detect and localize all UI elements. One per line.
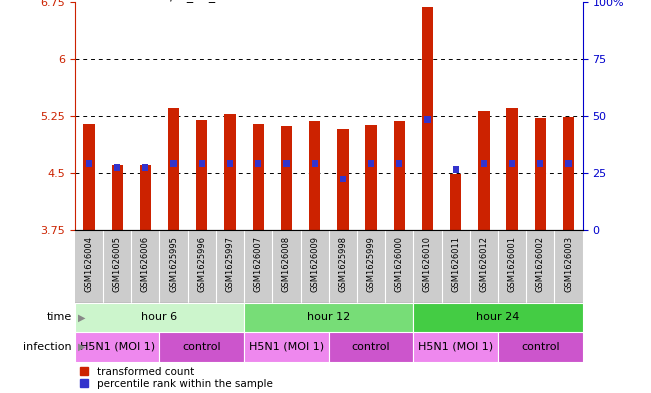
- Bar: [441, 230, 470, 303]
- Text: ▶: ▶: [78, 342, 86, 352]
- Bar: [385, 230, 413, 303]
- Bar: [498, 332, 583, 362]
- Bar: [413, 230, 441, 303]
- Bar: [301, 230, 329, 303]
- Text: GSM1626005: GSM1626005: [113, 236, 122, 292]
- Bar: [534, 118, 546, 230]
- Bar: [159, 230, 187, 303]
- Text: GSM1626002: GSM1626002: [536, 236, 545, 292]
- Bar: [111, 165, 123, 230]
- Bar: [283, 160, 290, 167]
- Bar: [253, 123, 264, 230]
- Bar: [396, 160, 402, 167]
- Bar: [244, 230, 272, 303]
- Bar: [537, 160, 544, 167]
- Bar: [478, 110, 490, 230]
- Text: GSM1626009: GSM1626009: [310, 236, 319, 292]
- Bar: [450, 174, 462, 230]
- Text: GSM1626006: GSM1626006: [141, 236, 150, 292]
- Bar: [227, 160, 233, 167]
- Text: GSM1626000: GSM1626000: [395, 236, 404, 292]
- Text: GSM1626008: GSM1626008: [282, 236, 291, 292]
- Bar: [86, 160, 92, 167]
- Text: GSM1626012: GSM1626012: [479, 236, 488, 292]
- Bar: [159, 332, 244, 362]
- Text: hour 6: hour 6: [141, 312, 178, 322]
- Text: H5N1 (MOI 1): H5N1 (MOI 1): [79, 342, 155, 352]
- Text: hour 24: hour 24: [477, 312, 519, 322]
- Bar: [329, 332, 413, 362]
- Bar: [413, 303, 583, 332]
- Bar: [168, 108, 179, 230]
- Bar: [140, 165, 151, 230]
- Bar: [244, 332, 329, 362]
- Bar: [329, 230, 357, 303]
- Text: GSM1626010: GSM1626010: [423, 236, 432, 292]
- Bar: [526, 230, 555, 303]
- Bar: [368, 160, 374, 167]
- Text: H5N1 (MOI 1): H5N1 (MOI 1): [418, 342, 493, 352]
- Bar: [394, 121, 405, 230]
- Bar: [103, 230, 132, 303]
- Bar: [312, 160, 318, 167]
- Bar: [470, 230, 498, 303]
- Bar: [452, 166, 459, 173]
- Text: infection: infection: [23, 342, 72, 352]
- Text: GSM1626007: GSM1626007: [254, 236, 263, 292]
- Bar: [255, 160, 261, 167]
- Text: hour 12: hour 12: [307, 312, 350, 322]
- Bar: [422, 7, 433, 230]
- Text: ▶: ▶: [78, 312, 86, 322]
- Bar: [199, 160, 205, 167]
- Bar: [309, 121, 320, 230]
- Text: GSM1625996: GSM1625996: [197, 236, 206, 292]
- Text: GSM1625997: GSM1625997: [225, 236, 234, 292]
- Bar: [143, 164, 148, 171]
- Text: control: control: [521, 342, 560, 352]
- Legend: transformed count, percentile rank within the sample: transformed count, percentile rank withi…: [80, 367, 273, 389]
- Text: GSM1626004: GSM1626004: [85, 236, 94, 292]
- Bar: [509, 160, 515, 167]
- Text: GSM1626003: GSM1626003: [564, 236, 573, 292]
- Bar: [132, 230, 159, 303]
- Bar: [498, 230, 526, 303]
- Bar: [75, 303, 244, 332]
- Bar: [281, 126, 292, 230]
- Text: GSM1625999: GSM1625999: [367, 236, 376, 292]
- Text: control: control: [352, 342, 391, 352]
- Bar: [114, 164, 120, 171]
- Bar: [216, 230, 244, 303]
- Bar: [187, 230, 216, 303]
- Text: GDS6010 / A_24_P58565: GDS6010 / A_24_P58565: [107, 0, 263, 2]
- Bar: [272, 230, 301, 303]
- Bar: [196, 120, 208, 230]
- Text: GSM1626011: GSM1626011: [451, 236, 460, 292]
- Bar: [75, 332, 159, 362]
- Bar: [83, 123, 94, 230]
- Text: GSM1625998: GSM1625998: [339, 236, 348, 292]
- Text: GSM1625995: GSM1625995: [169, 236, 178, 292]
- Bar: [413, 332, 498, 362]
- Bar: [244, 303, 413, 332]
- Bar: [340, 176, 346, 182]
- Bar: [563, 118, 574, 230]
- Text: control: control: [182, 342, 221, 352]
- Bar: [75, 230, 103, 303]
- Bar: [225, 114, 236, 230]
- Bar: [506, 108, 518, 230]
- Text: GSM1626001: GSM1626001: [508, 236, 517, 292]
- Text: H5N1 (MOI 1): H5N1 (MOI 1): [249, 342, 324, 352]
- Bar: [357, 230, 385, 303]
- Bar: [171, 160, 176, 167]
- Bar: [337, 129, 348, 230]
- Bar: [481, 160, 487, 167]
- Text: time: time: [46, 312, 72, 322]
- Bar: [566, 160, 572, 167]
- Bar: [555, 230, 583, 303]
- Bar: [424, 116, 430, 123]
- Bar: [365, 125, 377, 230]
